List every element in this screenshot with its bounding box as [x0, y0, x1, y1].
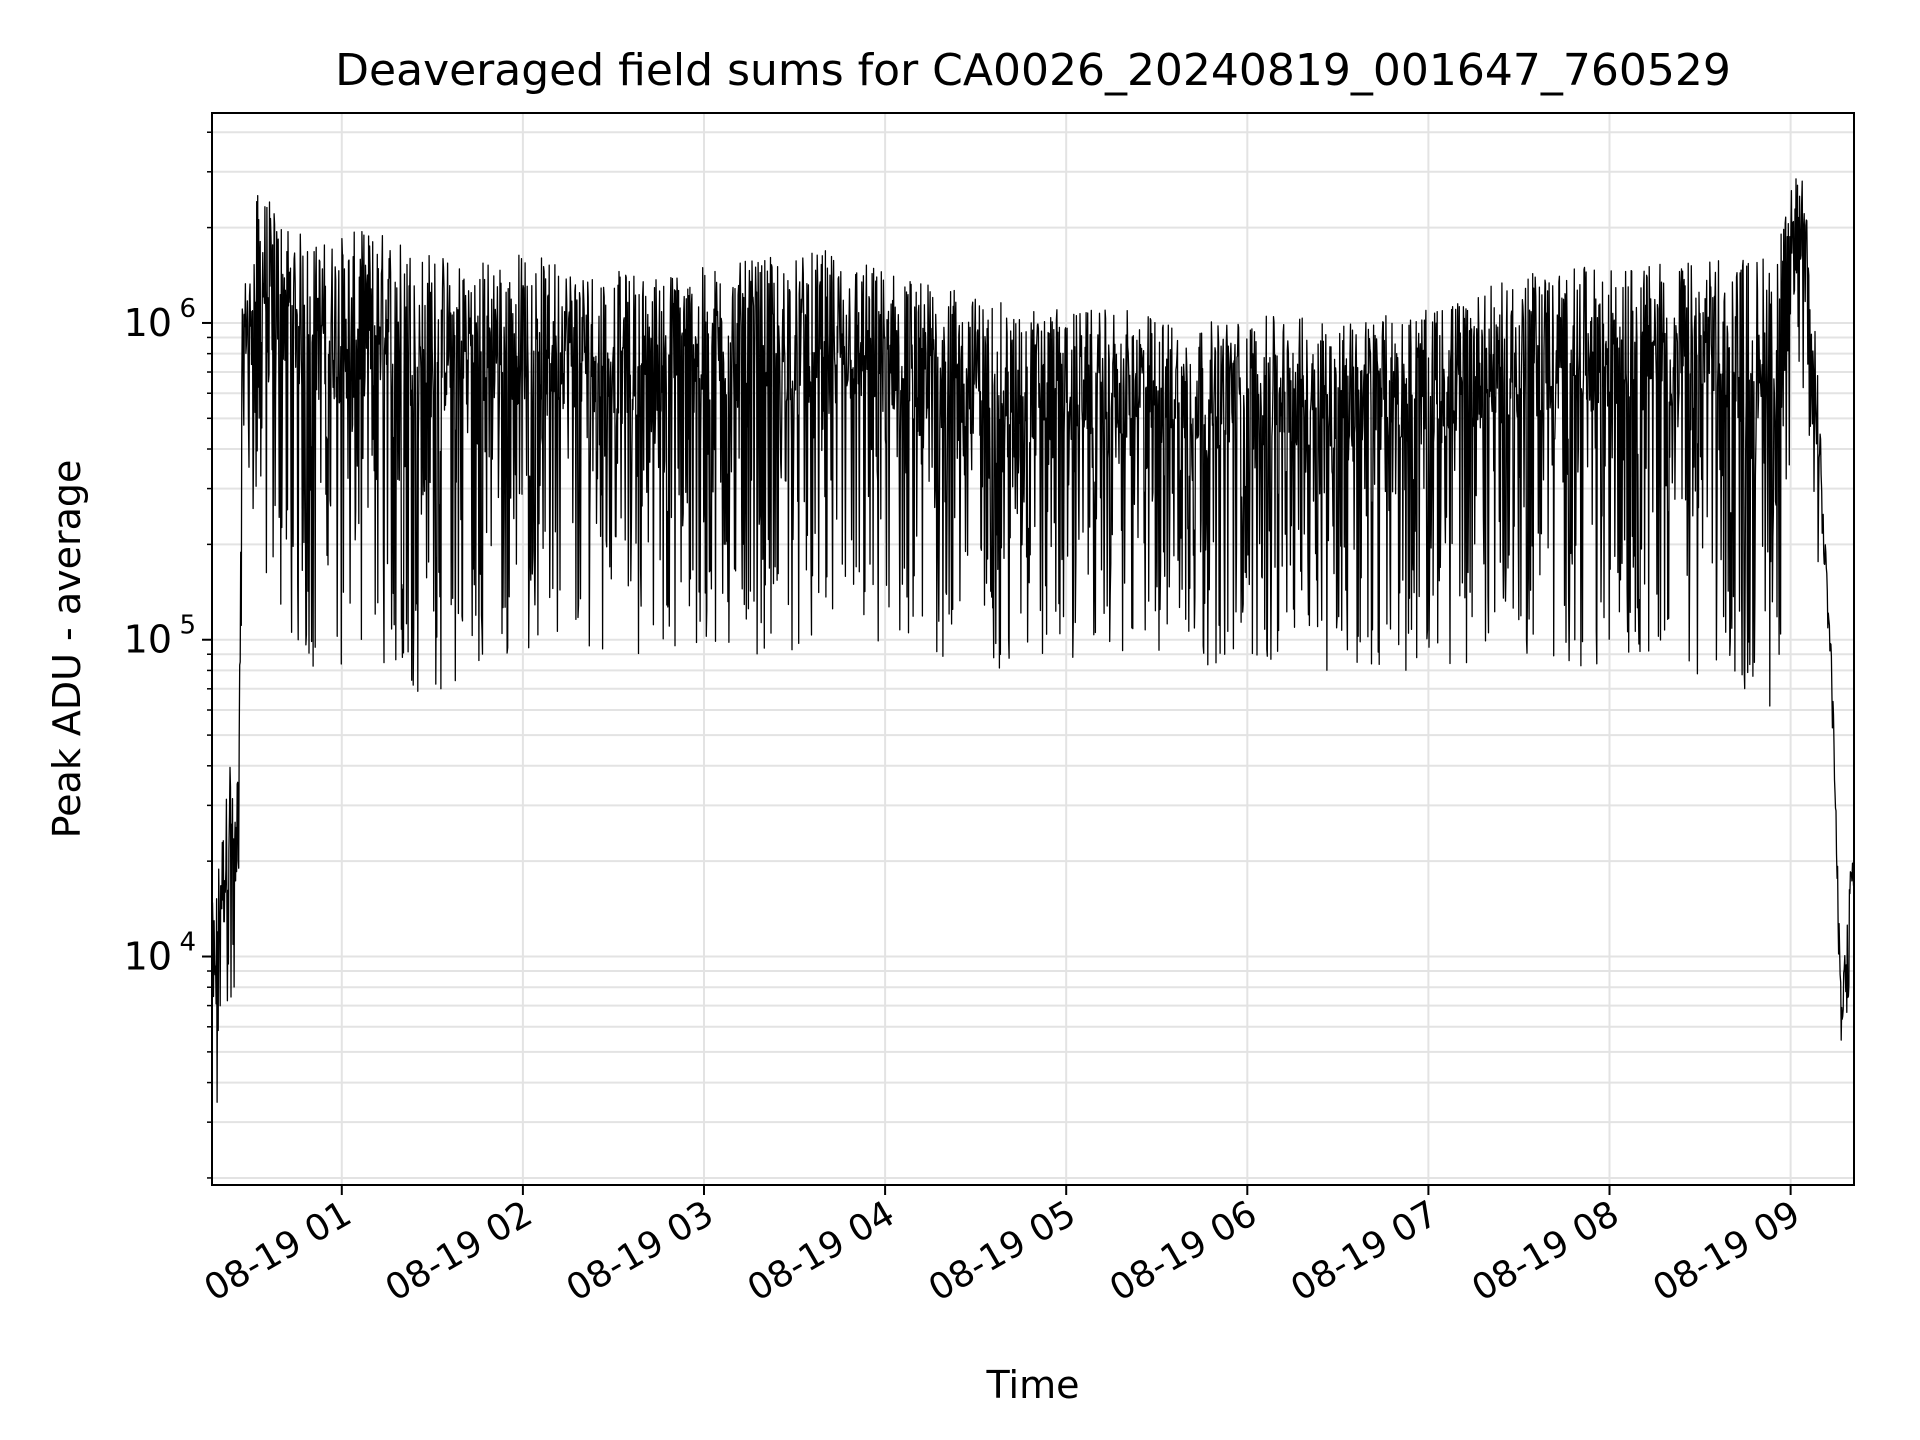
series-line [211, 178, 1855, 1103]
y-tick-label: 10 [124, 301, 172, 345]
y-tick-label-exponent: 6 [179, 294, 196, 324]
chart-title: Deaveraged field sums for CA0026_2024081… [335, 45, 1731, 96]
y-tick-label: 10 [124, 935, 172, 979]
y-tick-label: 10 [124, 618, 172, 662]
x-axis-label: Time [986, 1363, 1080, 1407]
y-tick-label-exponent: 4 [179, 928, 196, 958]
y-axis-label: Peak ADU - average [45, 460, 89, 839]
series [211, 178, 1855, 1103]
y-tick-label-exponent: 5 [179, 611, 196, 641]
plot-frame [211, 112, 1855, 1186]
